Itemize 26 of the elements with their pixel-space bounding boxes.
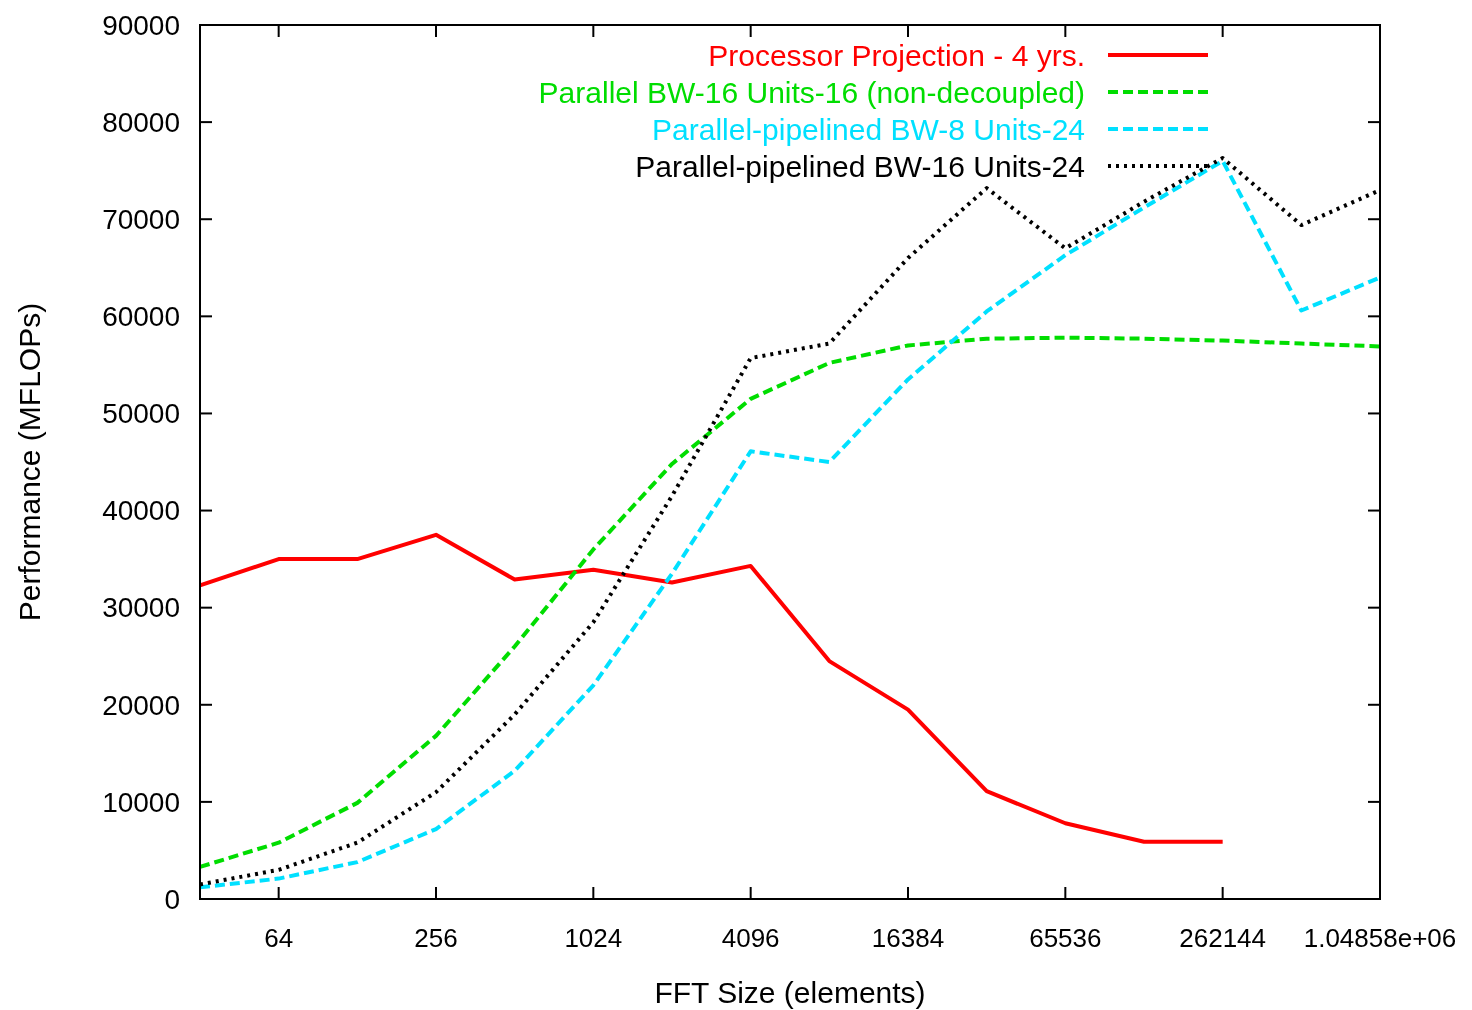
x-tick-label: 64 [264, 923, 294, 953]
y-axis-title: Performance (MFLOPs) [13, 302, 46, 622]
y-tick-label: 60000 [102, 301, 180, 333]
line-series [198, 335, 1382, 869]
y-tick-label: 70000 [102, 204, 180, 236]
legend-label: Parallel-pipelined BW-8 Units-24 [652, 112, 1085, 146]
x-tick-label: 262144 [1179, 923, 1267, 953]
y-tick-label: 80000 [102, 106, 180, 138]
y-tick-label: 30000 [102, 592, 180, 624]
legend-label: Parallel-pipelined BW-16 Units-24 [635, 149, 1085, 183]
x-tick-label: 256 [414, 923, 458, 953]
x-tick-label: 4096 [721, 923, 780, 953]
y-tick-label: 10000 [102, 786, 180, 818]
y-tick-label: 50000 [102, 398, 180, 430]
x-tick-label: 1.04858e+06 [1303, 923, 1457, 953]
x-tick-label: 16384 [871, 923, 945, 953]
y-tick-label: 40000 [102, 495, 180, 527]
y-tick-label: 0 [164, 883, 180, 915]
y-tick-label: 20000 [102, 689, 180, 721]
line-series [198, 532, 1225, 844]
x-axis-title: FFT Size (elements) [654, 976, 926, 1009]
y-tick-label: 90000 [102, 9, 180, 41]
legend-label: Processor Projection - 4 yrs. [708, 38, 1085, 72]
x-tick-label: 65536 [1029, 923, 1102, 953]
legend-label: Parallel BW-16 Units-16 (non-decoupled) [538, 75, 1085, 109]
x-tick-label: 1024 [564, 923, 623, 953]
